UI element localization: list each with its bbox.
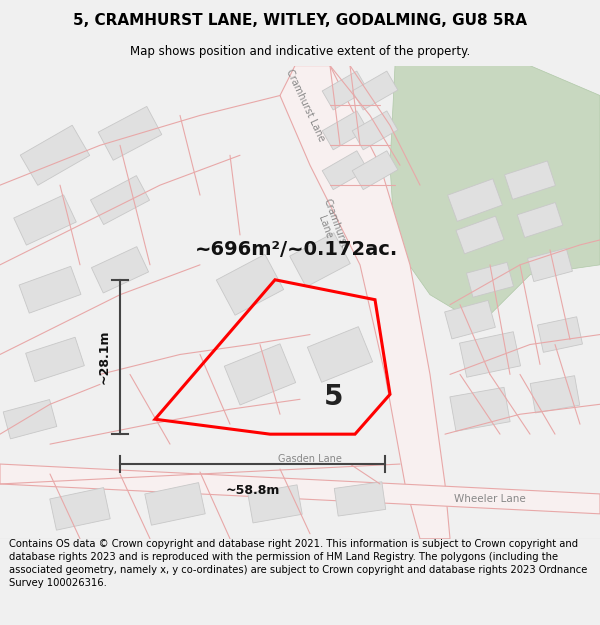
Polygon shape (445, 301, 496, 339)
Polygon shape (20, 125, 90, 185)
Polygon shape (217, 254, 284, 315)
Text: Contains OS data © Crown copyright and database right 2021. This information is : Contains OS data © Crown copyright and d… (9, 539, 587, 588)
Text: ~28.1m: ~28.1m (97, 330, 110, 384)
Polygon shape (280, 66, 450, 539)
Polygon shape (322, 71, 368, 110)
Polygon shape (352, 111, 398, 150)
Polygon shape (91, 176, 149, 224)
Polygon shape (3, 399, 57, 439)
Polygon shape (14, 195, 76, 245)
Polygon shape (307, 327, 373, 382)
Polygon shape (352, 71, 398, 110)
Polygon shape (450, 388, 510, 431)
Polygon shape (538, 317, 583, 352)
Polygon shape (145, 482, 205, 525)
Text: 5: 5 (323, 382, 343, 411)
Text: Wheeler Lane: Wheeler Lane (454, 494, 526, 504)
Polygon shape (290, 232, 350, 287)
Polygon shape (91, 247, 149, 293)
Polygon shape (50, 488, 110, 530)
Polygon shape (448, 179, 502, 221)
Polygon shape (248, 485, 302, 523)
Polygon shape (456, 216, 504, 254)
Polygon shape (505, 161, 556, 199)
Polygon shape (517, 202, 563, 238)
Text: Cramhurst
Lane: Cramhurst Lane (311, 197, 349, 253)
Polygon shape (0, 464, 600, 514)
Polygon shape (19, 266, 81, 313)
Polygon shape (527, 248, 572, 281)
Polygon shape (460, 332, 521, 378)
Text: Cramhurst Lane: Cramhurst Lane (284, 68, 326, 143)
Polygon shape (26, 338, 85, 382)
Polygon shape (224, 344, 296, 405)
Polygon shape (390, 66, 600, 324)
Text: ~58.8m: ~58.8m (226, 484, 280, 497)
Polygon shape (98, 106, 162, 160)
Text: Map shows position and indicative extent of the property.: Map shows position and indicative extent… (130, 44, 470, 58)
Polygon shape (322, 111, 368, 150)
Polygon shape (530, 376, 580, 413)
Polygon shape (334, 482, 386, 516)
Polygon shape (352, 151, 398, 189)
Text: 5, CRAMHURST LANE, WITLEY, GODALMING, GU8 5RA: 5, CRAMHURST LANE, WITLEY, GODALMING, GU… (73, 13, 527, 28)
Polygon shape (466, 262, 514, 298)
Polygon shape (322, 151, 368, 189)
Text: Gasden Lane: Gasden Lane (278, 454, 342, 464)
Text: ~696m²/~0.172ac.: ~696m²/~0.172ac. (195, 241, 398, 259)
